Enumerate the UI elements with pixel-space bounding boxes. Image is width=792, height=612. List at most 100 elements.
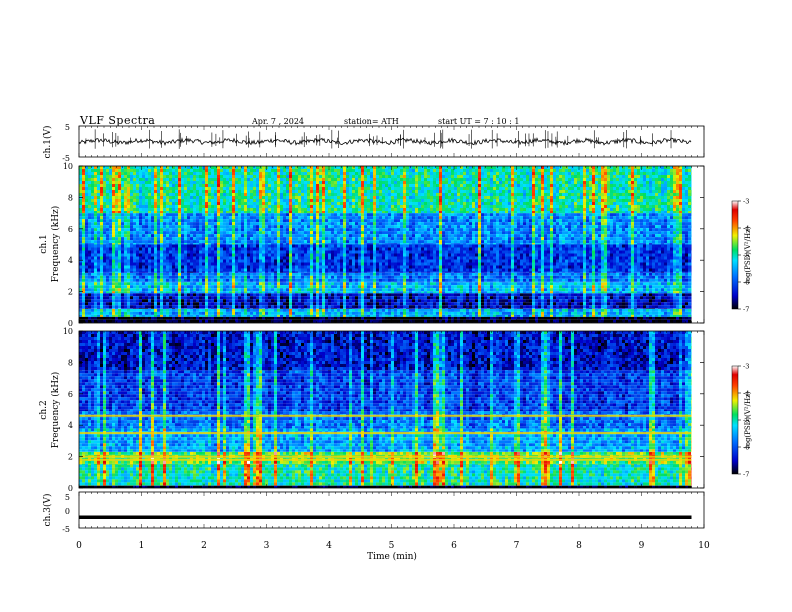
spectrogram-cell	[418, 302, 421, 305]
spectrogram-cell	[247, 317, 250, 320]
spectrogram-cell	[160, 254, 163, 257]
spectrogram-cell	[478, 317, 481, 320]
spectrogram-cell	[337, 302, 340, 305]
spectrogram-cell	[565, 273, 568, 276]
spectrogram-cell	[79, 282, 82, 285]
spectrogram-cell	[100, 315, 103, 317]
spectrogram-cell	[427, 320, 430, 323]
spectrogram-cell	[79, 251, 82, 254]
spectrogram-cell	[277, 296, 280, 299]
spectrogram-cell	[637, 317, 640, 320]
spectrogram-cell	[577, 309, 580, 312]
spectrogram-cell	[376, 282, 379, 285]
spectrogram-cell	[439, 248, 442, 251]
spectrogram-cell	[124, 273, 127, 276]
spectrogram-cell	[394, 273, 397, 276]
spectrogram-cell	[382, 291, 385, 293]
spectrogram-cell	[181, 296, 184, 299]
spectrogram-cell	[166, 309, 169, 312]
spectrogram-cell	[565, 302, 568, 305]
spectrogram-cell	[670, 285, 673, 288]
spectrogram-cell	[685, 273, 688, 276]
spectrogram-cell	[649, 282, 652, 285]
spectrogram-cell	[337, 254, 340, 257]
spectrogram-cell	[610, 293, 613, 296]
spectrogram-cell	[601, 293, 604, 296]
spectrogram-cell	[124, 251, 127, 254]
spectrogram-cell	[349, 291, 352, 293]
spectrogram-cell	[328, 291, 331, 293]
spectrogram-cell	[346, 254, 349, 257]
spectrogram-cell	[571, 276, 574, 279]
spectrogram-cell	[586, 296, 589, 299]
spectrogram-cell	[487, 291, 490, 293]
spectrogram-cell	[451, 254, 454, 257]
spectrogram-cell	[394, 320, 397, 323]
spectrogram-cell	[370, 317, 373, 320]
spectrogram-cell	[655, 291, 658, 293]
spectrogram-cell	[214, 279, 217, 282]
spectrogram-cell	[103, 302, 106, 305]
spectrogram-cell	[199, 302, 202, 305]
spectrogram-cell	[559, 282, 562, 285]
spectrogram-cell	[382, 254, 385, 257]
spectrogram-cell	[499, 320, 502, 323]
spectrogram-cell	[523, 288, 526, 291]
spectrogram-cell	[349, 309, 352, 312]
spectrogram-cell	[112, 285, 115, 288]
spectrogram-cell	[181, 293, 184, 296]
spectrogram-cell	[337, 282, 340, 285]
spectrogram-cell	[607, 288, 610, 291]
spectrogram-cell	[250, 248, 253, 251]
spectrogram-cell	[436, 251, 439, 254]
spectrogram-cell	[514, 254, 517, 257]
spectrogram-cell	[79, 254, 82, 257]
spectrogram-cell	[484, 291, 487, 293]
spectrogram-cell	[574, 308, 577, 309]
spectrogram-cell	[472, 309, 475, 312]
spectrogram-cell	[235, 276, 238, 279]
spectrogram-cell	[508, 251, 511, 254]
spectrogram-cell	[226, 296, 229, 299]
spectrogram-cell	[388, 291, 391, 293]
spectrogram-cell	[265, 293, 268, 296]
spectrogram-cell	[598, 276, 601, 279]
spectrogram-cell	[490, 254, 493, 257]
spectrogram-cell	[247, 320, 250, 323]
spectrogram-cell	[574, 273, 577, 276]
spectrogram-cell	[184, 288, 187, 291]
spectrogram-cell	[463, 245, 466, 248]
spectrogram-cell	[223, 305, 226, 308]
spectrogram-cell	[301, 285, 304, 288]
spectrogram-cell	[91, 293, 94, 296]
spectrogram-cell	[511, 315, 514, 317]
spectrogram-cell	[94, 254, 97, 257]
spectrogram-cell	[226, 251, 229, 254]
spectrogram-cell	[112, 312, 115, 315]
spectrogram-cell	[322, 320, 325, 323]
spectrogram-cell	[400, 296, 403, 299]
spectrogram-cell	[670, 308, 673, 309]
spectrogram-cell	[562, 299, 565, 302]
spectrogram-cell	[568, 248, 571, 251]
spectrogram-cell	[196, 312, 199, 315]
spectrogram-cell	[349, 288, 352, 291]
spectrogram-cell	[511, 288, 514, 291]
spectrogram-cell	[400, 282, 403, 285]
spectrogram-cell	[88, 315, 91, 317]
spectrogram-cell	[349, 285, 352, 288]
spectrogram-cell	[148, 288, 151, 291]
spectrogram-cell	[652, 251, 655, 254]
spectrogram-cell	[187, 282, 190, 285]
spectrogram-cell	[361, 315, 364, 317]
spectrogram-cell	[376, 285, 379, 288]
spectrogram-cell	[571, 302, 574, 305]
spectrogram-cell	[448, 251, 451, 254]
spectrogram-cell	[268, 291, 271, 293]
spectrogram-cell	[610, 302, 613, 305]
spectrogram-cell	[658, 320, 661, 323]
spectrogram-cell	[616, 317, 619, 320]
spectrogram-cell	[634, 254, 637, 257]
spectrogram-cell	[229, 282, 232, 285]
spectrogram-cell	[436, 317, 439, 320]
